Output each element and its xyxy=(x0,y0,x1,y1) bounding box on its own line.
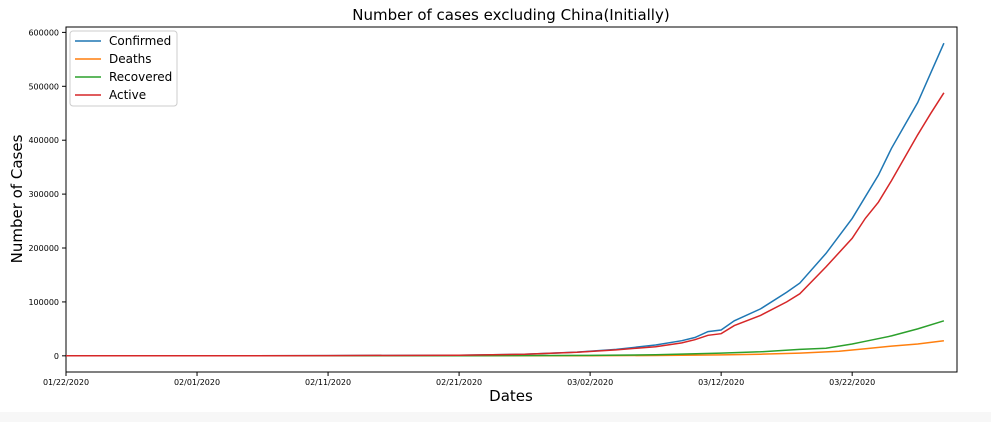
x-tick-label: 01/22/2020 xyxy=(43,378,89,387)
series-line-recovered xyxy=(66,320,945,357)
legend-box xyxy=(69,30,178,107)
x-axis: 01/22/2020 02/01/2020 02/11/2020 02/21/2020… xyxy=(43,372,875,387)
y-tick-label: 200000 xyxy=(28,244,59,253)
series-layer xyxy=(66,42,945,357)
y-tick-label: 100000 xyxy=(28,298,59,307)
y-tick-label: 600000 xyxy=(28,28,59,37)
series-line-confirmed xyxy=(66,42,945,357)
series-line-active xyxy=(66,92,945,357)
legend-label-deaths: Deaths xyxy=(109,52,152,66)
y-axis: 0 100000 200000 300000 400000 500000 600000 xyxy=(28,28,66,361)
plot-area xyxy=(65,26,958,373)
y-axis-label: Number of Cases xyxy=(8,134,26,263)
chart-title: Number of cases excluding China(Initiall… xyxy=(352,6,669,24)
x-tick-label: 03/12/2020 xyxy=(698,378,744,387)
x-tick-label: 03/22/2020 xyxy=(829,378,875,387)
x-tick-label: 02/21/2020 xyxy=(436,378,482,387)
x-axis-label: Dates xyxy=(489,387,533,405)
x-tick-label: 03/02/2020 xyxy=(567,378,613,387)
bottom-scroll-strip xyxy=(0,412,991,422)
y-tick-label: 300000 xyxy=(28,190,59,199)
legend-label-recovered: Recovered xyxy=(109,70,172,84)
legend: Confirmed Deaths Recovered Active xyxy=(69,30,178,107)
x-tick-label: 02/01/2020 xyxy=(174,378,220,387)
y-tick-label: 0 xyxy=(54,352,59,361)
legend-label-confirmed: Confirmed xyxy=(109,34,171,48)
y-tick-label: 500000 xyxy=(28,82,59,91)
plot-frame-border xyxy=(65,26,958,373)
legend-label-active: Active xyxy=(109,88,146,102)
chart: Number of cases excluding China(Initiall… xyxy=(8,6,958,405)
x-tick-label: 02/11/2020 xyxy=(305,378,351,387)
y-tick-label: 400000 xyxy=(28,136,59,145)
